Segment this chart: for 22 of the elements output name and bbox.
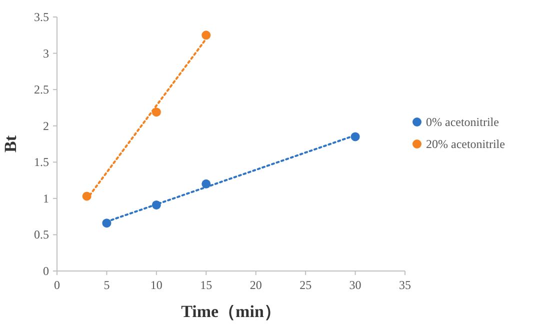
x-tick-label: 10 bbox=[150, 278, 162, 292]
x-tick-label: 25 bbox=[300, 278, 312, 292]
x-tick-label: 5 bbox=[104, 278, 110, 292]
point bbox=[152, 108, 161, 117]
point bbox=[202, 30, 211, 40]
y-tick-label: 1.5 bbox=[34, 155, 49, 170]
legend-label: 0% acetonitrile bbox=[426, 115, 499, 129]
y-axis-title: Bt bbox=[1, 135, 20, 152]
x-tick-label: 30 bbox=[349, 278, 362, 292]
y-tick-label: 2 bbox=[43, 118, 49, 133]
x-axis-title: Time（min） bbox=[181, 302, 281, 321]
y-tick-label: 0 bbox=[43, 264, 49, 278]
x-tick-label: 35 bbox=[399, 278, 411, 292]
y-tick-label: 1 bbox=[43, 191, 49, 206]
y-tick-label: 3 bbox=[43, 46, 49, 60]
y-tick-label: 3.5 bbox=[34, 10, 49, 24]
x-tick-label: 15 bbox=[200, 278, 212, 292]
x-tick-label: 0 bbox=[54, 278, 60, 292]
x-tick-label: 20 bbox=[250, 278, 262, 292]
y-tick-label: 0.5 bbox=[34, 228, 49, 242]
y-tick-label: 2.5 bbox=[34, 82, 49, 97]
legend-label: 20% acetonitrile bbox=[426, 137, 505, 151]
